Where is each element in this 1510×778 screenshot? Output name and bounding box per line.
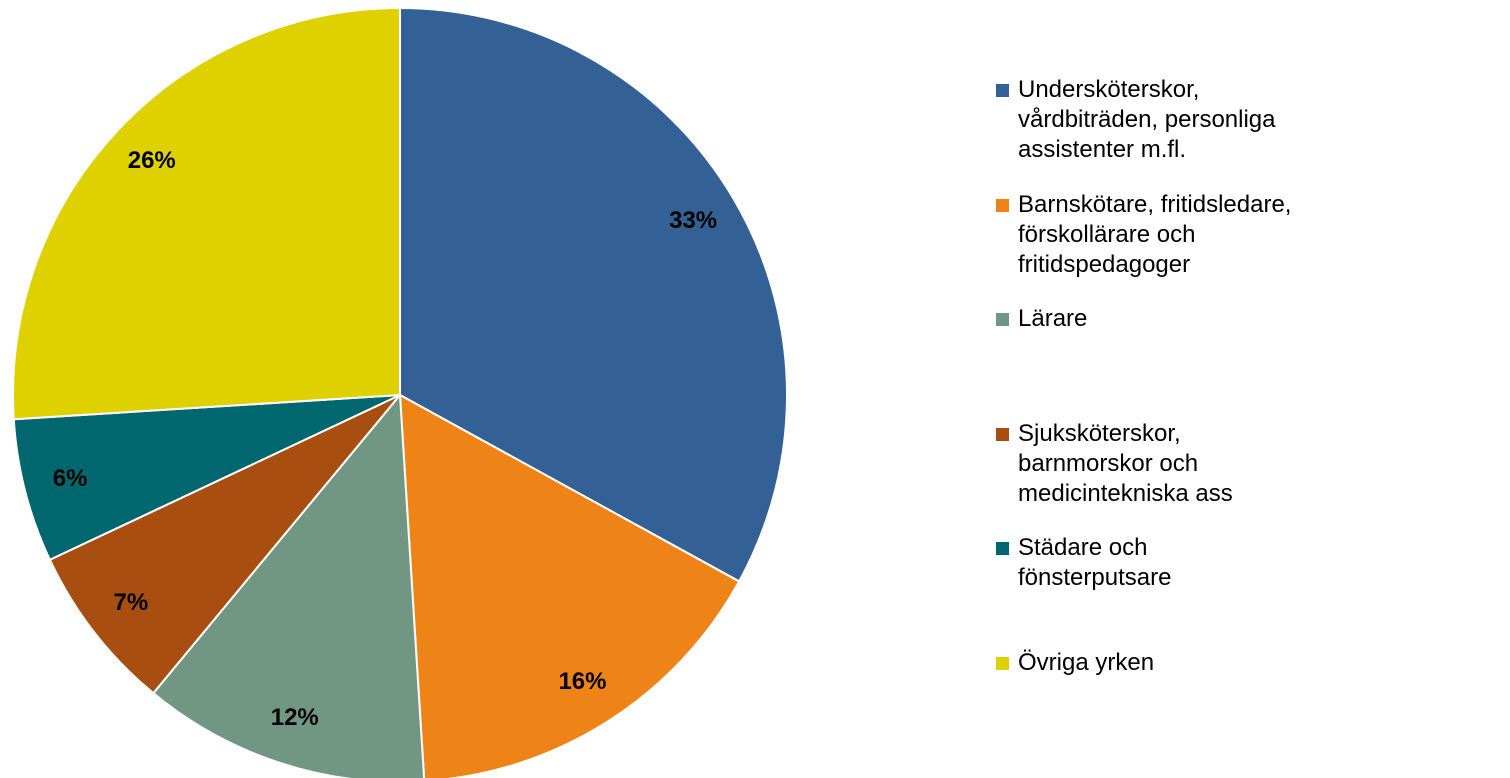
pie-slice <box>12 6 401 421</box>
pie-slice <box>12 394 401 562</box>
legend-swatch <box>996 657 1009 670</box>
pie-slice <box>48 394 401 695</box>
pie-slice <box>151 392 426 778</box>
chart: 33% 16% 12% 7% 6% 26% <box>12 6 788 778</box>
legend-item: Undersköterskor, vårdbiträden, personlig… <box>996 75 1306 165</box>
data-label: 6% <box>53 465 88 492</box>
legend-swatch <box>996 542 1009 556</box>
legend-swatch <box>996 84 1009 97</box>
data-label: 26% <box>128 147 176 174</box>
data-label: 7% <box>114 589 149 616</box>
data-label: 12% <box>271 704 319 731</box>
data-label: 16% <box>558 668 606 695</box>
legend-label: Övriga yrken <box>1018 649 1155 676</box>
legend-label: Lärare <box>1018 305 1088 333</box>
legend-swatch <box>996 427 1009 441</box>
legend-item: Sjuksköterskor, barnmorskor och medicint… <box>996 419 1306 509</box>
legend-item: Lärare <box>996 304 1306 334</box>
pie-slice <box>399 6 788 583</box>
data-label: 33% <box>669 207 717 234</box>
legend-label: Undersköterskor, vårdbiträden, personlig… <box>1018 76 1276 163</box>
legend-swatch <box>996 313 1009 327</box>
legend-item: Övriga yrken <box>996 648 1306 678</box>
legend-item: Städare och fönsterputsare <box>996 533 1306 593</box>
legend-label: Städare och fönsterputsare <box>1018 534 1172 592</box>
legend-label: Barnskötare, fritidsledare, förskollärar… <box>1018 190 1292 278</box>
legend-item: Barnskötare, fritidsledare, förskollärar… <box>996 190 1306 280</box>
pie-slice <box>398 393 741 778</box>
legend-swatch <box>996 198 1009 212</box>
legend-label: Sjuksköterskor, barnmorskor och medicint… <box>1018 419 1233 507</box>
